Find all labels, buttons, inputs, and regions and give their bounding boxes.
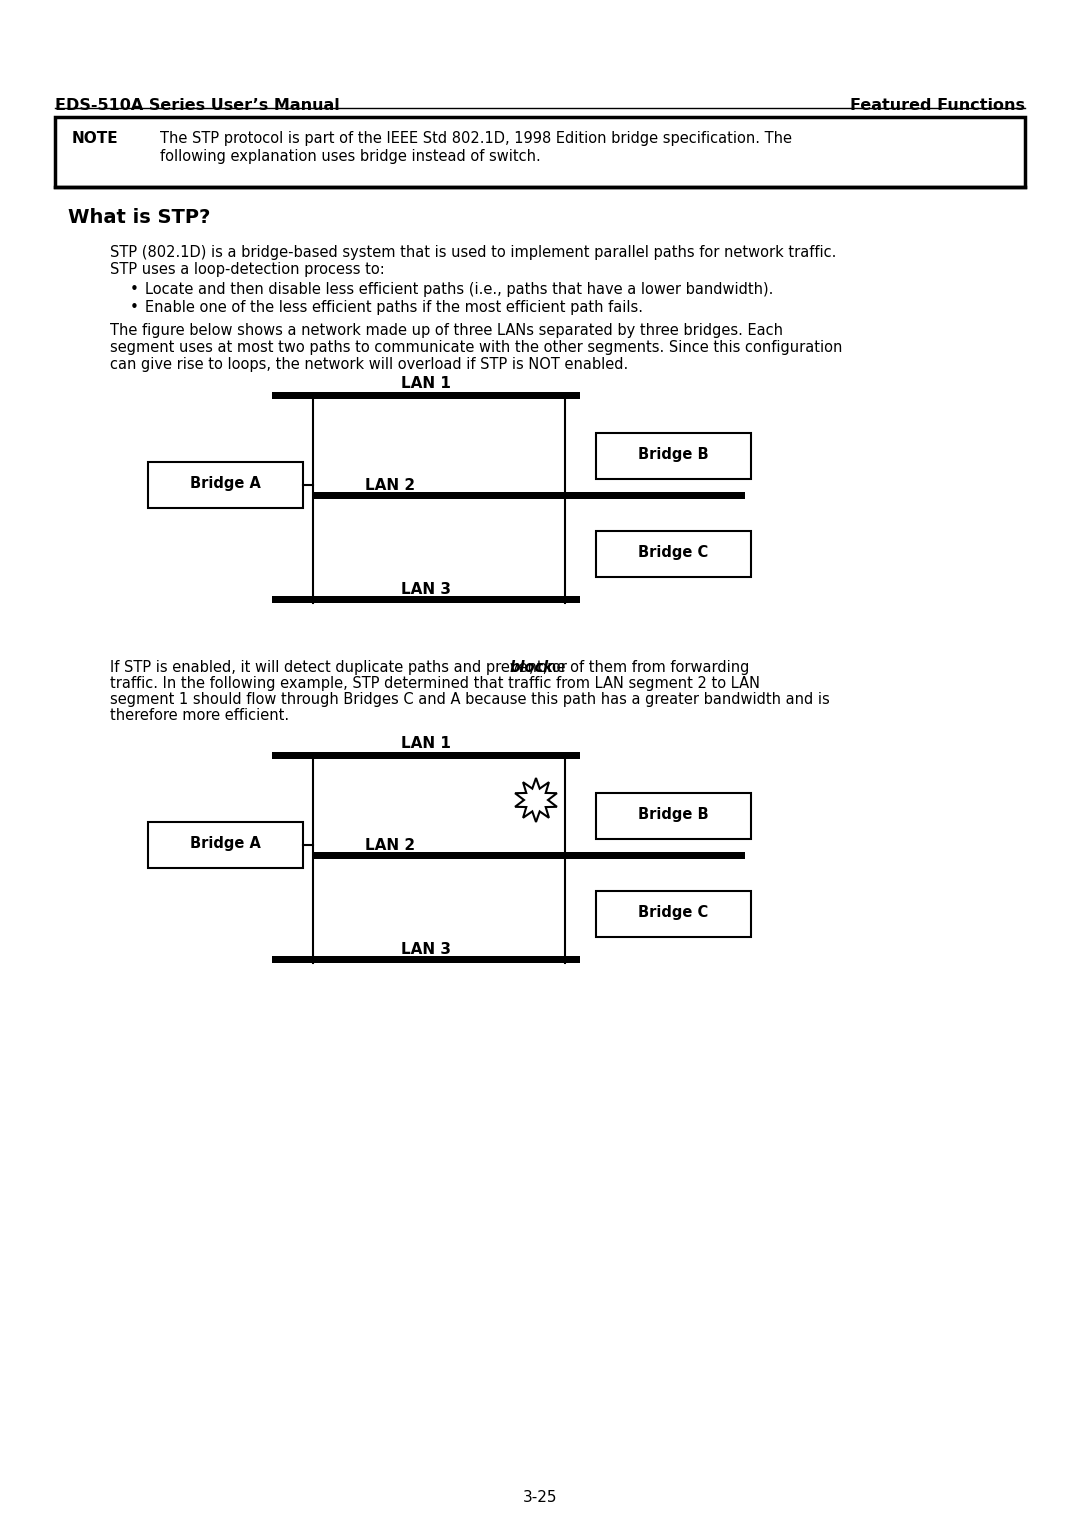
Text: What is STP?: What is STP? (68, 208, 211, 228)
Text: NOTE: NOTE (72, 131, 119, 147)
Text: following explanation uses bridge instead of switch.: following explanation uses bridge instea… (160, 150, 541, 163)
Text: The STP protocol is part of the IEEE Std 802.1D, 1998 Edition bridge specificati: The STP protocol is part of the IEEE Std… (160, 131, 792, 147)
Text: If STP is enabled, it will detect duplicate paths and prevent, or: If STP is enabled, it will detect duplic… (110, 660, 571, 675)
Text: •: • (130, 282, 139, 296)
Bar (272, 956, 580, 964)
Text: Bridge A: Bridge A (190, 476, 260, 492)
Text: •: • (130, 299, 139, 315)
Text: Bridge B: Bridge B (637, 447, 708, 463)
Bar (596, 434, 751, 479)
Text: LAN 2: LAN 2 (365, 838, 415, 854)
Bar (596, 531, 751, 577)
Text: Locate and then disable less efficient paths (i.e., paths that have a lower band: Locate and then disable less efficient p… (145, 282, 773, 296)
Text: The figure below shows a network made up of three LANs separated by three bridge: The figure below shows a network made up… (110, 324, 783, 337)
Text: LAN 3: LAN 3 (401, 942, 451, 957)
Text: LAN 3: LAN 3 (401, 582, 451, 597)
Bar (313, 852, 745, 860)
Text: 3-25: 3-25 (523, 1490, 557, 1506)
Text: LAN 1: LAN 1 (401, 376, 451, 391)
Bar (596, 890, 751, 938)
Text: Featured Functions: Featured Functions (850, 98, 1025, 113)
Text: Bridge A: Bridge A (190, 835, 260, 851)
Text: traffic. In the following example, STP determined that traffic from LAN segment : traffic. In the following example, STP d… (110, 676, 760, 692)
Text: segment 1 should flow through Bridges C and A because this path has a greater ba: segment 1 should flow through Bridges C … (110, 692, 829, 707)
Bar (272, 751, 580, 759)
Bar (148, 463, 303, 508)
Text: Enable one of the less efficient paths if the most efficient path fails.: Enable one of the less efficient paths i… (145, 299, 643, 315)
Text: can give rise to loops, the network will overload if STP is NOT enabled.: can give rise to loops, the network will… (110, 357, 629, 373)
Bar (596, 793, 751, 838)
Text: segment uses at most two paths to communicate with the other segments. Since thi: segment uses at most two paths to commun… (110, 341, 842, 354)
Text: Bridge C: Bridge C (638, 906, 708, 919)
Polygon shape (515, 777, 557, 822)
Text: therefore more efficient.: therefore more efficient. (110, 709, 289, 722)
Text: Bridge C: Bridge C (638, 545, 708, 560)
Bar (55, 118, 1025, 186)
Text: EDS-510A Series User’s Manual: EDS-510A Series User’s Manual (55, 98, 340, 113)
Text: STP (802.1D) is a bridge-based system that is used to implement parallel paths f: STP (802.1D) is a bridge-based system th… (110, 244, 836, 260)
Bar (313, 492, 745, 499)
Text: LAN 1: LAN 1 (401, 736, 451, 751)
Text: STP uses a loop-detection process to:: STP uses a loop-detection process to: (110, 263, 384, 276)
Text: block: block (510, 660, 553, 675)
Text: , one of them from forwarding: , one of them from forwarding (529, 660, 750, 675)
Text: Bridge B: Bridge B (637, 806, 708, 822)
Bar (272, 596, 580, 603)
Bar (148, 822, 303, 867)
Text: LAN 2: LAN 2 (365, 478, 415, 493)
Bar (272, 392, 580, 399)
